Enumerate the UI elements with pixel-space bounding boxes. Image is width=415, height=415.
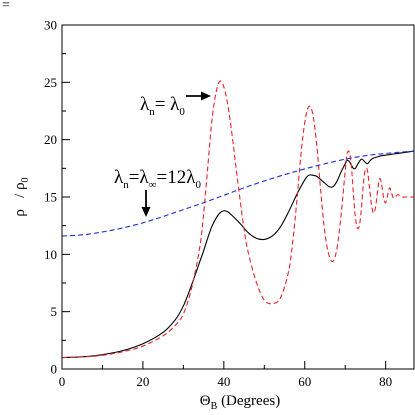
svg-text:λn= λ0: λn= λ0 [140, 94, 185, 118]
series-layer [62, 80, 414, 359]
annotation-lambda-narrow: λn= λ0 [140, 91, 211, 118]
corner-mark: = [2, 0, 10, 13]
arrowhead-down [141, 207, 151, 217]
series-line-blue-dashed [62, 150, 414, 237]
x-axis-title: ΘB (Degrees) [200, 393, 280, 412]
y-tick-label: 5 [51, 304, 58, 319]
x-tick-label: 80 [379, 374, 392, 389]
y-axis-title: ρ / ρ0 [12, 177, 31, 216]
y-tick-label: 10 [44, 247, 57, 262]
plot-frame [61, 24, 415, 370]
annotation-lambda-wide: λn=λ∞=12λ0 [114, 167, 201, 217]
arrowhead-right [201, 91, 211, 101]
y-tick-label: 15 [44, 190, 57, 205]
y-tick-label: 25 [44, 75, 57, 90]
x-tick-label: 20 [136, 374, 149, 389]
x-tick-label: 60 [298, 374, 311, 389]
svg-text:λn=λ∞=12λ0: λn=λ∞=12λ0 [114, 167, 201, 191]
axis-ticks: 0 20 40 60 80 0 5 10 15 20 25 30 [44, 18, 392, 390]
y-tick-label: 20 [44, 132, 57, 147]
x-tick-label: 40 [217, 374, 230, 389]
series-line-black-solid [62, 150, 414, 359]
x-tick-label: 0 [59, 374, 66, 389]
y-tick-label: 30 [44, 18, 57, 33]
y-tick-label: 0 [51, 362, 58, 377]
series-line-red-dashed [62, 80, 414, 359]
